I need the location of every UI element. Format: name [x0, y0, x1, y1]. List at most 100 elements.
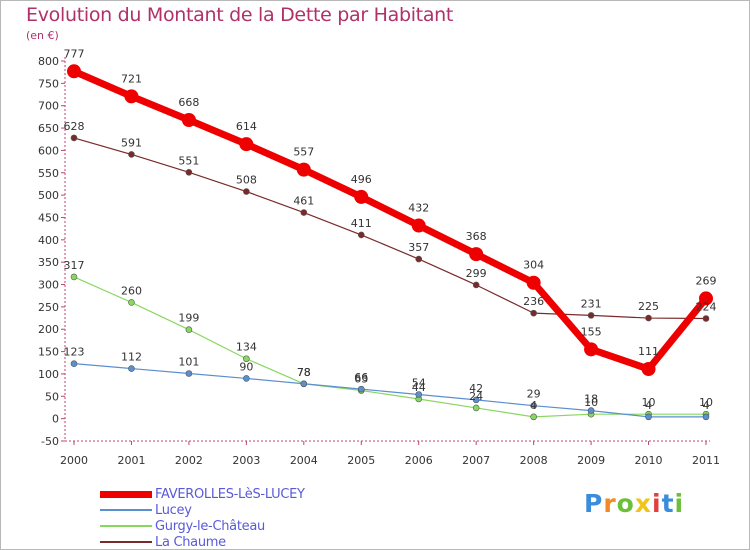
data-point: [70, 273, 78, 281]
data-label: 411: [351, 217, 372, 230]
chart-title: Evolution du Montant de la Dette par Hab…: [26, 4, 454, 26]
data-label: 614: [236, 120, 257, 133]
data-label: 42: [469, 382, 483, 395]
data-label: 317: [64, 259, 85, 272]
data-point: [185, 326, 193, 333]
chart-subtitle: (en €): [26, 29, 59, 42]
data-point: [702, 413, 710, 421]
x-tick-label: 2004: [290, 454, 318, 467]
data-label: 66: [354, 371, 368, 384]
data-label: 54: [412, 377, 426, 390]
data-point: [67, 64, 81, 79]
x-tick-label: 2006: [405, 454, 433, 467]
logo-letter: x: [634, 489, 652, 518]
x-tick-label: 2008: [520, 454, 548, 467]
data-label: 224: [696, 301, 717, 314]
data-label: 4: [530, 399, 537, 412]
data-point: [415, 391, 423, 398]
data-label: 123: [64, 346, 85, 359]
y-tick-label: 300: [38, 279, 59, 292]
data-label: 231: [581, 297, 602, 310]
x-tick-label: 2011: [692, 454, 720, 467]
y-tick-label: 650: [38, 122, 59, 135]
data-label: 90: [239, 360, 253, 373]
data-label: 299: [466, 267, 487, 280]
x-tick-label: 2005: [347, 454, 375, 467]
data-label: 269: [696, 274, 717, 287]
data-label: 112: [121, 351, 142, 364]
x-tick-label: 2003: [232, 454, 260, 467]
data-label: 18: [584, 393, 598, 406]
data-label: 134: [236, 341, 257, 354]
legend-item: FAVEROLLES-LèS-LUCEY: [100, 486, 305, 502]
data-point: [357, 385, 365, 393]
data-point: [181, 113, 196, 128]
x-tick-label: 2000: [60, 454, 88, 467]
y-tick-label: 350: [38, 256, 59, 269]
data-point: [300, 380, 308, 388]
y-tick-label: 450: [38, 211, 59, 224]
data-point: [128, 365, 135, 372]
y-tick-label: 500: [38, 189, 59, 202]
x-tick-label: 2010: [635, 454, 663, 467]
data-label: 551: [178, 154, 199, 167]
logo-letter: o: [616, 489, 635, 518]
data-point: [411, 218, 426, 233]
logo-letter: t: [661, 489, 675, 518]
y-tick-label: 50: [45, 390, 59, 403]
data-label: 101: [178, 355, 199, 368]
data-point: [587, 312, 595, 319]
data-label: 29: [527, 388, 541, 401]
y-tick-label: 200: [38, 323, 59, 336]
y-tick-label: 550: [38, 167, 59, 180]
data-point: [584, 342, 599, 357]
data-label: 668: [178, 96, 199, 109]
data-label: 508: [236, 174, 257, 187]
data-point: [472, 281, 480, 289]
data-point: [239, 137, 254, 152]
data-label: 721: [121, 72, 142, 85]
legend-item: Lucey: [100, 502, 305, 518]
legend-item: La Chaume: [100, 534, 305, 550]
data-point: [128, 299, 135, 306]
legend-label: Gurgy-le-Château: [155, 518, 265, 534]
data-label: 496: [351, 173, 372, 186]
legend-label: La Chaume: [155, 534, 226, 550]
data-label: 4: [645, 399, 652, 412]
data-point: [645, 314, 652, 322]
data-label: 111: [638, 345, 659, 358]
y-tick-label: 700: [38, 100, 59, 113]
data-point: [243, 188, 250, 195]
y-tick-label: 150: [38, 346, 59, 359]
data-label: 78: [297, 366, 311, 379]
data-label: 225: [638, 300, 659, 313]
data-point: [300, 209, 308, 216]
data-point: [526, 275, 541, 290]
data-point: [243, 355, 250, 363]
data-label: 78: [297, 366, 311, 379]
y-tick-label: 0: [52, 413, 59, 426]
data-point: [702, 315, 710, 322]
data-label: 236: [523, 295, 544, 308]
x-tick-label: 2002: [175, 454, 203, 467]
y-tick-label: 250: [38, 301, 59, 314]
data-point: [70, 134, 78, 142]
data-point: [296, 162, 311, 177]
data-label: 10: [642, 396, 656, 409]
data-point: [185, 169, 193, 176]
legend-swatch: [100, 541, 152, 543]
data-label: 63: [354, 372, 368, 385]
y-tick-label: 100: [38, 368, 59, 381]
data-label: 432: [408, 202, 429, 215]
data-point: [587, 407, 595, 414]
x-tick-label: 2009: [577, 454, 605, 467]
logo-letter: i: [674, 489, 685, 518]
data-label: 461: [293, 195, 314, 208]
data-label: 777: [64, 47, 85, 60]
data-point: [641, 362, 656, 377]
data-point: [354, 189, 369, 204]
data-point: [185, 370, 193, 377]
data-label: 357: [408, 241, 429, 254]
y-tick-label: 750: [38, 77, 59, 90]
y-tick-label: 600: [38, 144, 59, 157]
